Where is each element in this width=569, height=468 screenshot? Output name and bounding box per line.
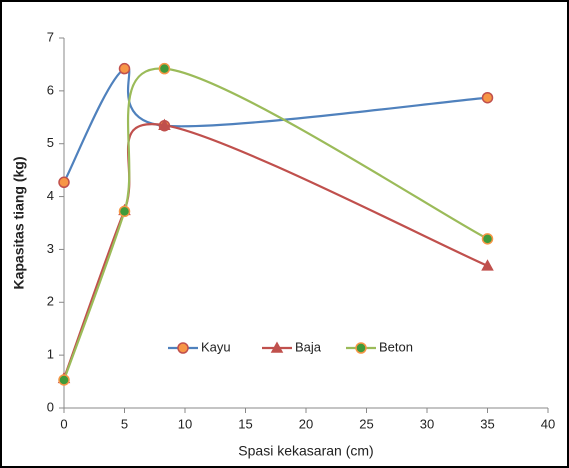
x-tick-label: 40 — [541, 416, 555, 431]
y-tick-label: 4 — [47, 188, 54, 203]
data-point — [118, 62, 131, 75]
y-axis-label: Kapasitas tiang (kg) — [11, 156, 27, 289]
legend-label: Kayu — [201, 339, 231, 354]
x-tick-label: 0 — [60, 416, 67, 431]
x-tick-label: 25 — [359, 416, 373, 431]
x-tick-label: 5 — [121, 416, 128, 431]
legend-marker — [355, 342, 367, 354]
x-tick-label: 30 — [420, 416, 434, 431]
data-point — [158, 118, 171, 130]
y-tick-label: 6 — [47, 82, 54, 97]
y-tick-label: 0 — [47, 399, 54, 414]
legend-marker — [270, 341, 284, 353]
data-point — [118, 205, 131, 218]
data-point — [58, 176, 70, 189]
data-point — [481, 259, 494, 271]
legend-label: Baja — [295, 339, 322, 354]
series-line — [62, 67, 489, 381]
data-point — [58, 374, 70, 386]
x-tick-label: 10 — [178, 416, 192, 431]
series-line — [62, 123, 488, 379]
x-tick-label: 35 — [480, 416, 494, 431]
series-line — [63, 66, 488, 183]
y-tick-label: 3 — [47, 241, 54, 256]
y-tick-label: 1 — [47, 347, 54, 362]
legend-marker — [177, 342, 189, 354]
x-axis-label: Spasi kekasaran (cm) — [238, 443, 373, 459]
data-point — [158, 62, 171, 75]
x-tick-label: 15 — [238, 416, 252, 431]
y-tick-label: 5 — [47, 135, 54, 150]
y-tick-label: 2 — [47, 294, 54, 309]
x-tick-label: 20 — [299, 416, 313, 431]
legend-label: Beton — [379, 339, 413, 354]
data-point — [481, 233, 494, 245]
data-point — [481, 91, 494, 104]
y-tick-label: 7 — [47, 29, 54, 44]
